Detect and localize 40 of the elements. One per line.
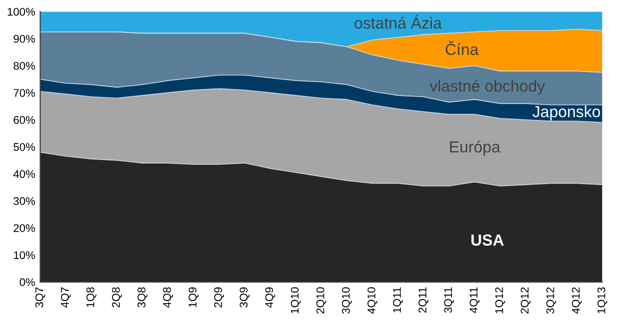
x-tick-label: 4Q9	[265, 287, 276, 308]
x-tick-label: 3Q9	[240, 287, 250, 308]
x-tick-label: 4Q8	[163, 287, 173, 308]
series-label: vlastné obchody	[430, 80, 546, 95]
series-label: Čína	[446, 40, 479, 56]
x-tick-label: 3Q10	[342, 287, 352, 314]
y-tick-label: 70%	[14, 88, 35, 97]
x-tick-label: 1Q10	[290, 287, 301, 314]
y-tick-label: 10%	[14, 251, 35, 260]
y-tick-label: 80%	[14, 62, 35, 70]
x-tick-label: 4Q10	[367, 287, 378, 314]
y-tick-label: 90%	[14, 34, 35, 43]
x-tick-label: 3Q8	[138, 287, 148, 308]
x-tick-label: 4Q12	[572, 287, 582, 314]
y-tick-label: 50%	[14, 143, 35, 151]
series-label: Európa	[450, 140, 500, 156]
series-label: ostatná Ázia	[354, 14, 442, 29]
x-tick-label: 4Q7	[60, 287, 71, 308]
x-tick-label: 2Q12	[520, 287, 531, 314]
y-tick-label: 40%	[13, 170, 35, 178]
x-tick-label: 2Q10	[316, 287, 326, 314]
series-label: USA	[471, 234, 504, 246]
x-tick-label: 1Q9	[188, 287, 198, 308]
y-tick-label: 20%	[14, 224, 35, 232]
x-tick-label: 1Q13	[597, 287, 608, 314]
series-label: Japonsko	[532, 106, 600, 120]
x-tick-label: 1Q8	[86, 287, 96, 308]
x-tick-label: 2Q11	[418, 287, 428, 313]
x-tick-label: 3Q7	[35, 287, 46, 308]
x-tick-label: 4Q11	[470, 287, 480, 313]
y-tick-label: 60%	[14, 116, 35, 124]
x-tick-label: 1Q12	[495, 287, 506, 314]
y-tick-label: 100%	[8, 8, 35, 16]
x-tick-label: 2Q9	[214, 287, 224, 308]
x-tick-label: 1Q11	[393, 287, 403, 312]
x-tick-label: 3Q11	[444, 287, 454, 313]
y-tick-label: 30%	[14, 197, 35, 206]
x-tick-label: 3Q12	[546, 287, 556, 314]
x-tick-label: 2Q8	[112, 287, 122, 308]
y-tick-label: 0%	[20, 278, 35, 286]
